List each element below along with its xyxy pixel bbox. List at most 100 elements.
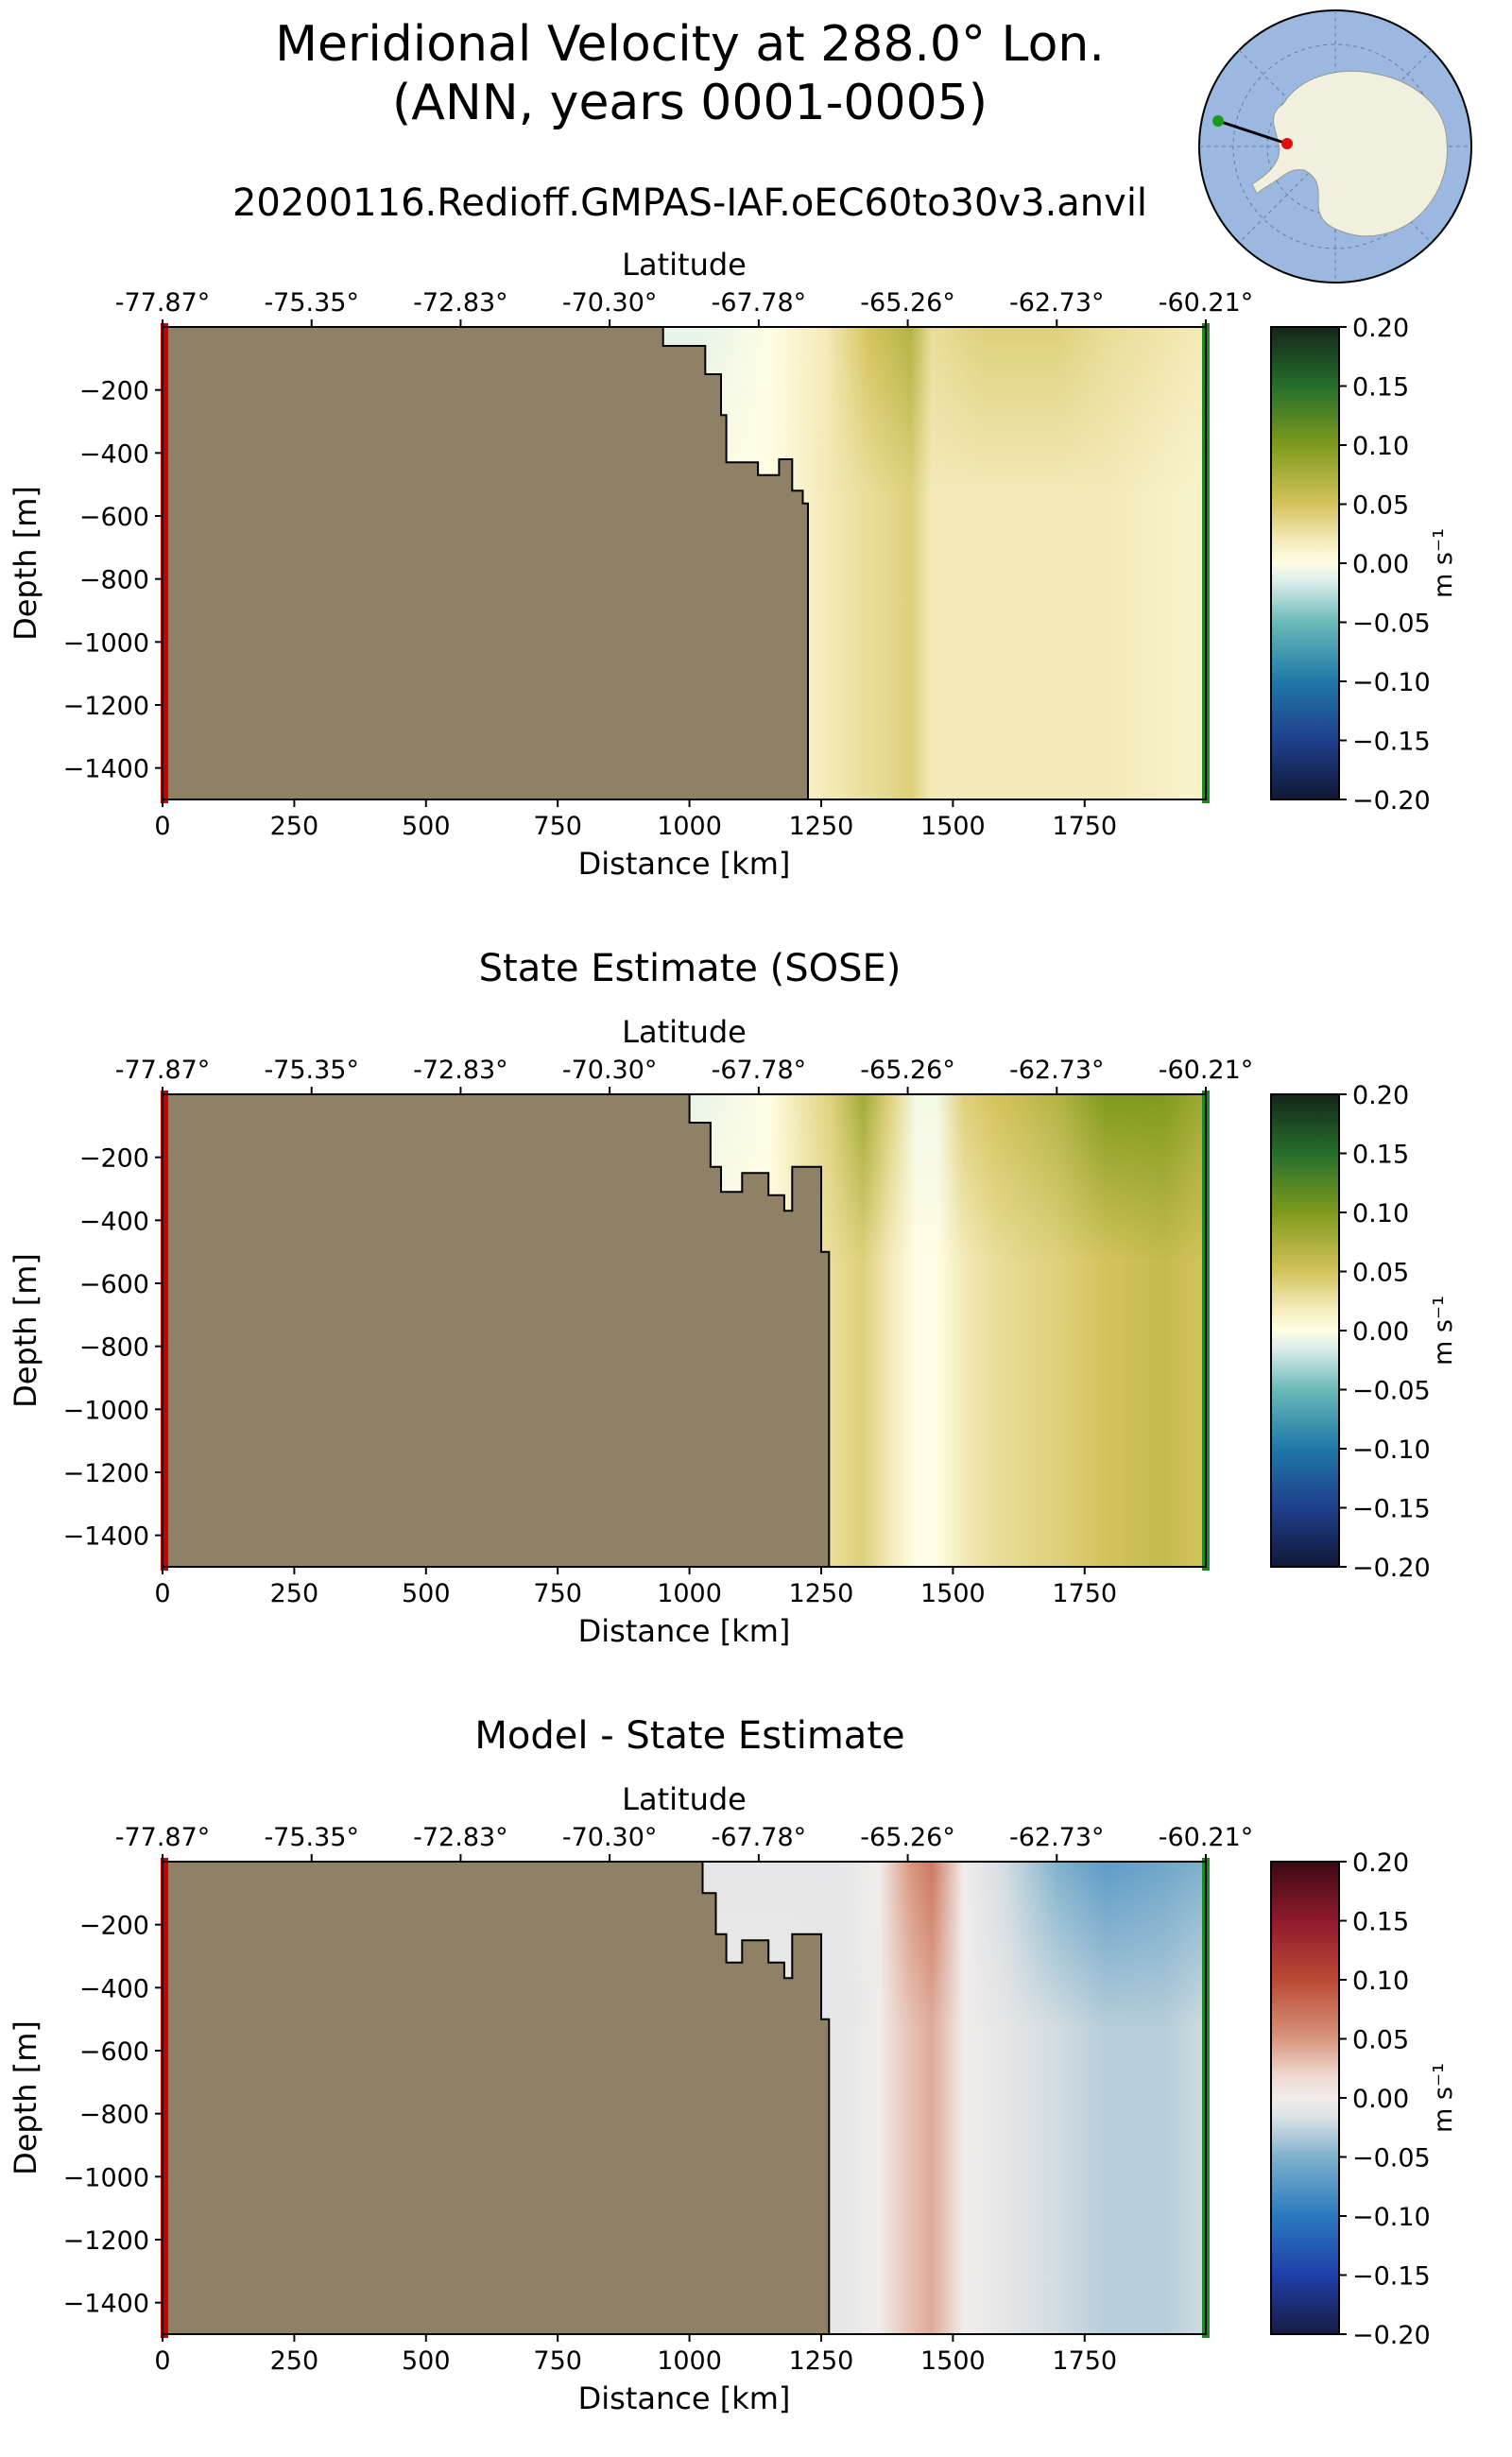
x-axis-label: Distance [km] [578,2380,791,2416]
x-tick-label: 1500 [920,2346,986,2376]
y-tick-label: −600 [79,1270,149,1299]
y-tick-label: −1200 [63,2226,149,2256]
lat-tick-label: -62.73° [1009,288,1105,318]
lat-tick-label: -70.30° [562,1056,658,1085]
y-tick-label: −800 [79,566,149,595]
colorbar-tick-label: 0.00 [1352,1317,1409,1347]
x-tick-label: 250 [270,1579,319,1608]
transect-end-marker [1212,115,1224,127]
y-tick-label: −400 [79,1207,149,1236]
y-tick-label: −600 [79,503,149,532]
lat-tick-label: -75.35° [264,1056,359,1085]
x-tick-label: 750 [533,2346,582,2376]
colorbar-tick-label: −0.20 [1352,1554,1431,1583]
figure-title-line2: (ANN, years 0001-0005) [391,75,988,131]
x-tick-label: 500 [402,2346,451,2376]
colorbar-tick-label: 0.15 [1352,1141,1409,1170]
x-tick-label: 1750 [1052,812,1117,841]
lat-tick-label: -62.73° [1009,1056,1105,1085]
lat-tick-label: -72.83° [413,1823,508,1852]
colorbar-tick-label: 0.05 [1352,2026,1409,2055]
lat-tick-label: -75.35° [264,288,359,318]
y-tick-label: −1000 [63,2163,149,2192]
y-tick-label: −800 [79,1333,149,1363]
colorbar-tick-label: −0.05 [1352,2144,1431,2174]
x-tick-label: 1000 [657,812,722,841]
y-tick-label: −800 [79,2101,149,2130]
lat-tick-label: -77.87° [115,1823,211,1852]
x-tick-label: 1750 [1052,1579,1117,1608]
lat-tick-label: -67.78° [712,1823,807,1852]
x-tick-label: 500 [402,812,451,841]
x-tick-label: 0 [154,812,170,841]
y-tick-label: −1400 [63,1522,149,1552]
colorbar-tick-label: 0.20 [1352,314,1409,343]
lat-tick-label: -77.87° [115,288,211,318]
location-globe [1198,9,1472,284]
panel2-title: State Estimate (SOSE) [478,947,902,990]
panel3-title: Model - State Estimate [474,1714,905,1758]
colorbar-tick-label: −0.05 [1352,1377,1431,1406]
colorbar-tick-label: 0.10 [1352,1199,1409,1228]
x-axis-label: Distance [km] [578,1613,791,1649]
y-tick-label: −1400 [63,755,149,784]
x-tick-label: 250 [270,2346,319,2376]
colorbar-tick-label: 0.05 [1352,1259,1409,1288]
colorbar-label: m s⁻¹ [1429,528,1458,598]
transect-line [1217,119,1288,146]
x-tick-label: 250 [270,812,319,841]
x-tick-label: 1250 [789,1579,854,1608]
plot-frame [162,1093,1207,1568]
y-tick-label: −1400 [63,2290,149,2319]
lat-tick-label: -60.21° [1159,288,1254,318]
top-axis-label: Latitude [622,1014,747,1050]
colorbar-tick-label: 0.20 [1352,1848,1409,1878]
antarctica-landmass [1251,70,1449,237]
x-tick-label: 1500 [920,812,986,841]
x-axis-label: Distance [km] [578,846,791,882]
x-tick-label: 0 [154,2346,170,2376]
lat-tick-label: -70.30° [562,288,658,318]
lat-tick-label: -70.30° [562,1823,658,1852]
x-tick-label: 750 [533,812,582,841]
y-axis-label: Depth [m] [8,486,43,641]
lat-tick-label: -72.83° [413,288,508,318]
lat-tick-label: -67.78° [712,1056,807,1085]
x-tick-label: 1500 [920,1579,986,1608]
y-axis-label: Depth [m] [8,2020,43,2175]
y-tick-label: −1200 [63,1459,149,1488]
x-tick-label: 1000 [657,2346,722,2376]
colorbar-tick-label: 0.20 [1352,1081,1409,1110]
colorbar-tick-label: 0.15 [1352,373,1409,403]
x-tick-label: 500 [402,1579,451,1608]
colorbar-tick-label: −0.15 [1352,728,1431,757]
top-axis-label: Latitude [622,1781,747,1817]
chart-panel-1: 0 250 500 750 1000 1250 1500 1750 −200 −400 −600 −8… [8,247,1458,882]
colorbar-tick-label: 0.00 [1352,550,1409,579]
y-tick-label: −1000 [63,1396,149,1425]
lat-tick-label: -65.26° [860,1823,955,1852]
chart-panel-2: 0 250 500 750 1000 1250 1500 1750 −200 −400 −600 −8… [8,1014,1458,1649]
colorbar-tick-label: 0.10 [1352,432,1409,461]
lat-tick-label: -67.78° [712,288,807,318]
lat-tick-label: -77.87° [115,1056,211,1085]
colorbar-tick-label: −0.05 [1352,610,1431,639]
colorbar [1270,326,1340,800]
land-bathymetry [162,1861,831,2335]
land-bathymetry [162,326,809,800]
colorbar-label: m s⁻¹ [1429,2063,1458,2133]
lat-tick-label: -60.21° [1159,1056,1254,1085]
y-tick-label: −200 [79,377,149,406]
colorbar-tick-label: −0.20 [1352,2321,1431,2350]
colorbar-tick-label: −0.15 [1352,2262,1431,2292]
lat-tick-label: -65.26° [860,288,955,318]
colorbar-label: m s⁻¹ [1429,1296,1458,1366]
y-tick-label: −200 [79,1912,149,1941]
colorbar-tick-label: 0.15 [1352,1908,1409,1937]
lat-tick-label: -75.35° [264,1823,359,1852]
colorbar-tick-label: −0.20 [1352,786,1431,816]
y-tick-label: −400 [79,1974,149,2003]
y-tick-label: −600 [79,2037,149,2067]
colorbar [1270,1093,1340,1568]
